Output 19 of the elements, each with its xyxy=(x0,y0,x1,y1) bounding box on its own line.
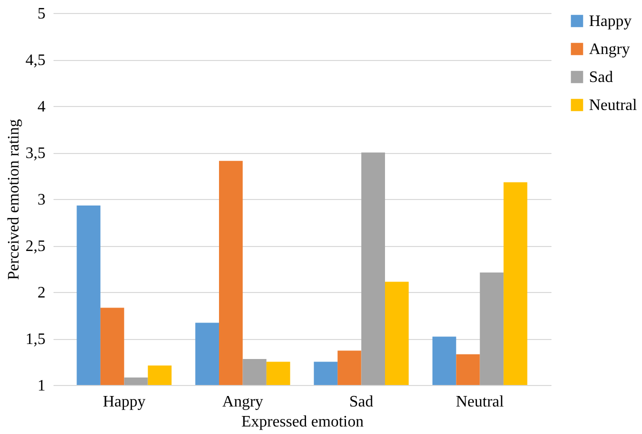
legend-label: Sad xyxy=(589,69,613,86)
x-tick-label: Neutral xyxy=(456,394,504,410)
y-tick-label: 3 xyxy=(38,192,46,208)
y-tick-label: 2,5 xyxy=(26,238,46,255)
x-tick-label: Happy xyxy=(102,394,146,410)
y-tick-label: 5 xyxy=(38,6,46,22)
legend-label: Happy xyxy=(589,13,632,30)
y-tick-label: 3,5 xyxy=(26,145,46,162)
legend-label: Neutral xyxy=(589,97,638,114)
y-tick-label: 2 xyxy=(38,284,46,302)
y-tick-label: 4,5 xyxy=(26,52,46,69)
legend-label: Angry xyxy=(589,41,630,58)
y-axis-title: Perceived emotion rating xyxy=(6,119,22,280)
x-tick-label: Sad xyxy=(349,394,374,410)
y-tick-label: 4 xyxy=(38,98,46,116)
y-tick-label: 1 xyxy=(38,378,46,394)
x-tick-label: Angry xyxy=(222,394,264,410)
x-axis-title: Expressed emotion xyxy=(241,414,364,430)
y-tick-label: 1,5 xyxy=(26,331,46,348)
